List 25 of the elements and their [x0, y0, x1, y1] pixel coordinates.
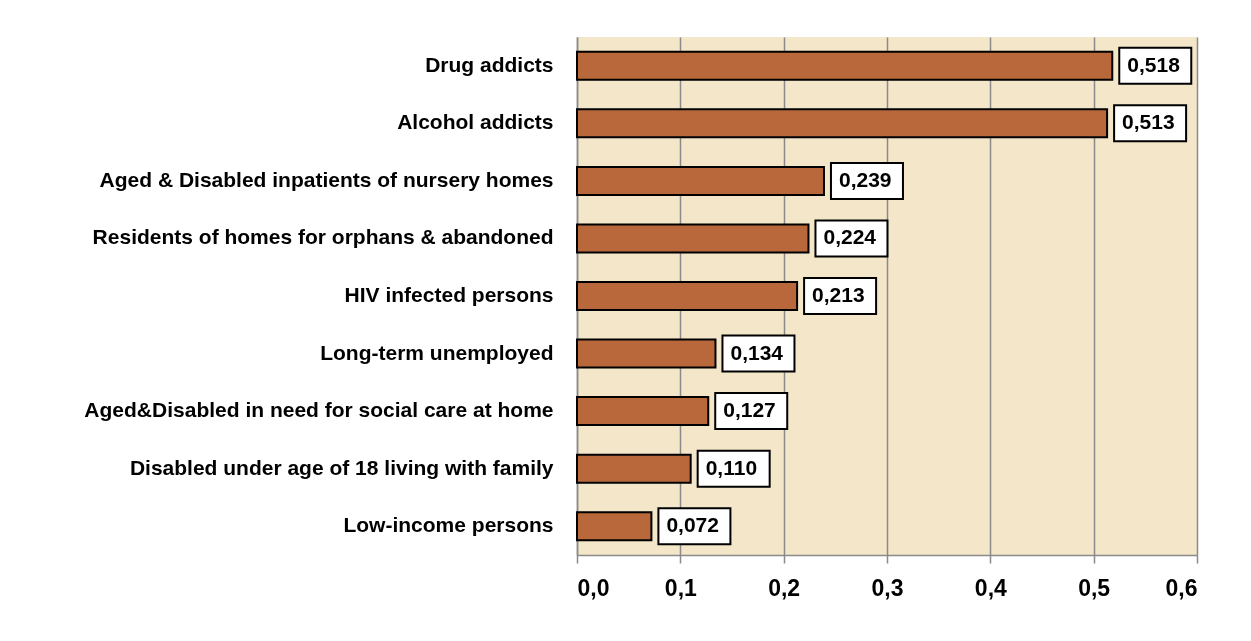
- y-tick-label: Long-term unemployed: [320, 340, 554, 364]
- y-tick-label: Disabled under age of 18 living with family: [129, 455, 554, 479]
- data-label: 0,110: [705, 455, 758, 479]
- data-label: 0,518: [1127, 52, 1181, 76]
- x-tick-label: 0,0: [577, 574, 610, 601]
- data-label: 0,239: [838, 167, 892, 191]
- data-label: 0,513: [1122, 110, 1175, 134]
- data-label: 0,213: [812, 283, 865, 306]
- x-tick-label: 0,5: [1078, 574, 1111, 601]
- y-tick-label: Low-income persons: [343, 513, 554, 537]
- y-tick-label: Aged & Disabled inpatients of nursery homes: [99, 167, 554, 191]
- x-tick-label: 0,2: [768, 574, 801, 601]
- x-tick-label: 0,6: [1165, 574, 1198, 601]
- y-tick-label: HIV infected persons: [344, 283, 554, 306]
- y-tick-label: Residents of homes for orphans & abandoned: [92, 225, 554, 249]
- y-tick-label: Alcohol addicts: [397, 110, 554, 134]
- data-label: 0,224: [823, 225, 877, 249]
- x-tick-label: 0,3: [871, 574, 904, 601]
- data-label: 0,127: [723, 398, 776, 422]
- x-tick-label: 0,4: [974, 574, 1008, 601]
- data-label: 0,072: [666, 513, 719, 537]
- y-tick-label: Aged&Disabled in need for social care at home: [84, 398, 554, 422]
- data-label: 0,134: [730, 340, 784, 364]
- x-tick-label: 0,1: [664, 574, 698, 601]
- y-tick-label: Drug addicts: [425, 52, 554, 76]
